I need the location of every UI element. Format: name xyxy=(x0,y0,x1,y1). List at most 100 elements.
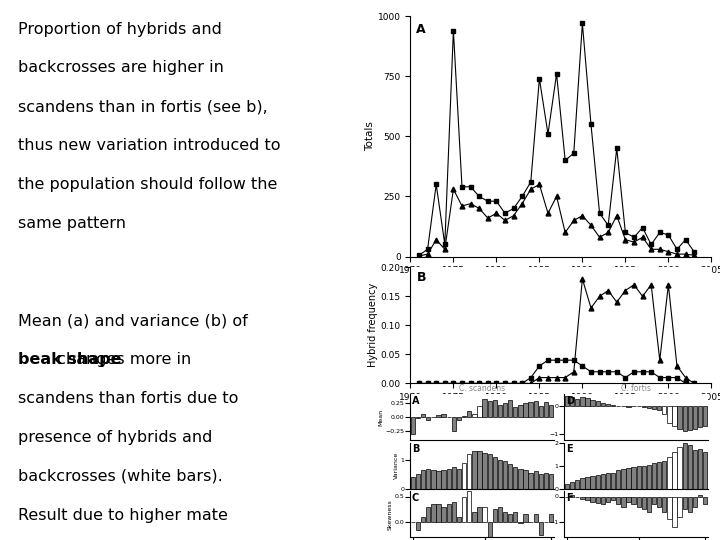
Bar xyxy=(503,403,508,417)
Bar xyxy=(431,504,436,522)
Bar xyxy=(683,443,687,489)
Text: D: D xyxy=(566,396,574,406)
Bar xyxy=(544,473,548,489)
Bar xyxy=(621,496,626,507)
Bar xyxy=(703,496,707,504)
Text: F: F xyxy=(566,493,572,503)
Bar xyxy=(565,396,570,406)
Bar xyxy=(642,496,646,509)
Bar xyxy=(456,417,462,420)
Bar xyxy=(662,461,667,489)
Text: B: B xyxy=(416,271,426,284)
Bar xyxy=(426,417,431,420)
Bar xyxy=(600,496,605,504)
Bar xyxy=(528,402,533,417)
Bar xyxy=(647,464,651,489)
Title: C. fortis: C. fortis xyxy=(621,384,651,394)
Bar xyxy=(678,447,682,489)
Text: changes more in: changes more in xyxy=(52,352,191,367)
Bar xyxy=(456,517,462,522)
Bar xyxy=(482,507,487,522)
Bar xyxy=(585,477,590,489)
Bar xyxy=(611,496,616,501)
Bar xyxy=(518,522,523,523)
Bar xyxy=(539,522,543,535)
Bar xyxy=(672,406,677,426)
Bar xyxy=(688,406,692,430)
Y-axis label: Mean: Mean xyxy=(379,409,384,426)
Bar xyxy=(626,468,631,489)
Bar xyxy=(482,399,487,417)
Bar xyxy=(441,507,446,522)
Bar xyxy=(544,402,548,417)
Bar xyxy=(487,454,492,489)
Text: B: B xyxy=(412,444,419,454)
Bar xyxy=(477,406,482,417)
Bar xyxy=(411,417,415,434)
Bar xyxy=(549,474,553,489)
Bar xyxy=(636,465,641,489)
Bar xyxy=(441,414,446,417)
Bar xyxy=(647,496,651,512)
Text: scandens than in fortis (see b),: scandens than in fortis (see b), xyxy=(18,99,268,114)
Bar xyxy=(462,463,467,489)
Bar xyxy=(451,502,456,522)
Bar xyxy=(698,495,702,496)
Bar xyxy=(606,496,610,502)
Text: Mean (a) and variance (b) of: Mean (a) and variance (b) of xyxy=(18,313,248,328)
Bar xyxy=(482,453,487,489)
Bar xyxy=(693,406,697,429)
Bar xyxy=(411,477,415,489)
Bar xyxy=(570,397,575,406)
Bar xyxy=(534,514,538,522)
Bar xyxy=(492,400,497,417)
Text: backcrosses (white bars).: backcrosses (white bars). xyxy=(18,469,222,484)
Bar xyxy=(575,399,580,406)
Bar xyxy=(688,445,692,489)
Bar xyxy=(467,411,472,417)
Bar xyxy=(580,397,585,406)
Bar xyxy=(662,496,667,512)
Bar xyxy=(570,495,575,496)
Bar xyxy=(667,406,672,423)
Bar xyxy=(487,401,492,417)
Bar xyxy=(534,401,538,417)
Bar xyxy=(611,405,616,406)
Bar xyxy=(503,512,508,522)
Bar xyxy=(416,474,420,489)
Bar xyxy=(575,480,580,489)
Bar xyxy=(616,496,621,504)
Bar xyxy=(518,404,523,417)
Bar xyxy=(436,415,441,417)
Bar xyxy=(595,496,600,503)
Bar xyxy=(631,467,636,489)
Bar xyxy=(436,504,441,522)
Bar xyxy=(477,507,482,522)
Text: C: C xyxy=(412,493,419,503)
Bar xyxy=(513,407,518,417)
Bar xyxy=(693,450,697,489)
Bar xyxy=(636,496,641,507)
Y-axis label: Skewness: Skewness xyxy=(388,499,393,530)
Bar xyxy=(498,460,502,489)
Bar xyxy=(585,496,590,501)
Bar xyxy=(616,470,621,489)
Bar xyxy=(523,470,528,489)
Bar xyxy=(585,397,590,406)
Bar xyxy=(426,469,431,489)
Bar xyxy=(678,496,682,517)
Bar xyxy=(683,496,687,509)
Bar xyxy=(421,470,426,489)
Bar xyxy=(606,404,610,406)
Bar xyxy=(667,456,672,489)
Bar xyxy=(487,522,492,537)
Bar xyxy=(446,504,451,522)
Text: thus new variation introduced to: thus new variation introduced to xyxy=(18,138,280,153)
Bar xyxy=(477,451,482,489)
Bar xyxy=(518,469,523,489)
Bar xyxy=(549,404,553,417)
Bar xyxy=(683,406,687,431)
Bar xyxy=(539,474,543,489)
Bar xyxy=(472,414,477,417)
Text: E: E xyxy=(566,444,572,454)
